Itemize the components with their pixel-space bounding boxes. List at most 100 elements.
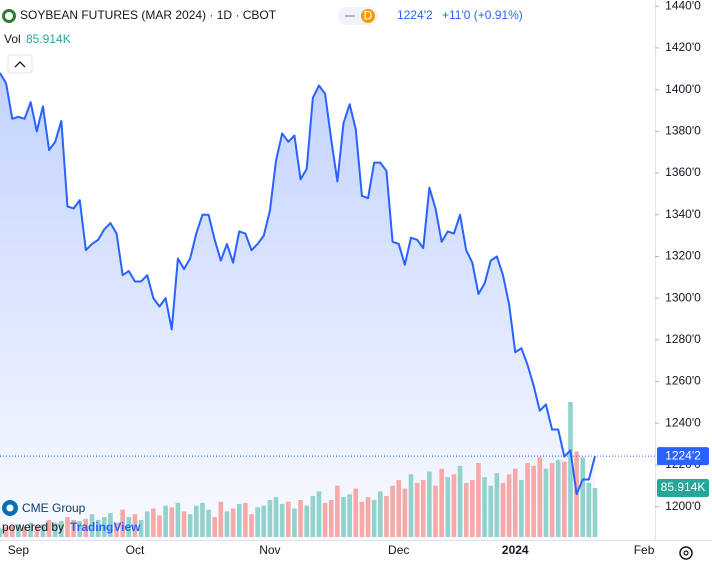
volume-bar	[144, 511, 150, 537]
volume-bar	[316, 491, 322, 537]
volume-bar	[187, 514, 193, 537]
symbol-icon-inner	[5, 12, 13, 20]
volume-bar	[543, 468, 549, 537]
volume-bar	[531, 465, 536, 537]
volume-tag	[657, 479, 709, 498]
price-area	[0, 72, 595, 540]
volume-bar	[9, 525, 15, 537]
volume-bar	[28, 522, 33, 537]
x-tick-label: Sep	[8, 543, 30, 557]
volume-bar	[470, 480, 475, 537]
y-tick-label: 1420'0	[665, 40, 701, 54]
volume-bar	[396, 480, 402, 537]
volume-bar	[304, 505, 310, 537]
volume-bar	[592, 488, 598, 537]
cme-brand: CME Group	[22, 501, 86, 515]
y-tick-label: 1340'0	[665, 207, 701, 221]
volume-bar	[384, 495, 389, 537]
volume-bar	[463, 482, 469, 537]
volume-bar	[445, 477, 451, 537]
y-tick-label: 1260'0	[665, 374, 701, 388]
volume-bar	[378, 491, 383, 537]
volume-bar	[163, 505, 168, 537]
tradingview-brand: TradingView	[70, 520, 141, 534]
volume-bar	[132, 514, 138, 537]
volume-bar	[285, 501, 291, 537]
volume-bar	[255, 507, 260, 537]
badge-letter: D	[364, 9, 373, 23]
volume-bar	[138, 519, 144, 537]
volume-bar	[200, 502, 205, 537]
y-tick-label: 1320'0	[665, 249, 701, 263]
volume-bar	[580, 457, 586, 537]
volume-bar	[22, 526, 27, 537]
volume-bar	[193, 505, 199, 537]
y-tick-label: 1300'0	[665, 290, 701, 304]
volume-bar	[359, 501, 365, 537]
volume-bar	[310, 495, 316, 537]
y-tick-label: 1240'0	[665, 415, 701, 429]
volume-bar	[261, 505, 267, 537]
volume-bar	[169, 507, 175, 537]
volume-bar	[65, 517, 70, 537]
badge-circle	[361, 9, 375, 23]
settings-button[interactable]	[679, 546, 693, 560]
volume-bar	[40, 524, 46, 537]
volume-bar	[476, 462, 481, 537]
last-price-tag-label: 1224'2	[665, 448, 701, 462]
collapse-button[interactable]	[7, 54, 33, 74]
volume-bar	[3, 526, 9, 537]
header-last-price: 1224'2	[397, 8, 433, 22]
volume-bar	[101, 517, 107, 537]
cme-logo-icon-inner	[6, 504, 14, 512]
x-tick-label: Oct	[126, 543, 145, 557]
volume-bar	[230, 508, 236, 537]
volume-bar	[181, 511, 187, 537]
volume-bar	[249, 514, 254, 537]
volume-bar	[568, 402, 573, 537]
settings-button-inner	[683, 550, 689, 556]
volume-bar	[439, 468, 444, 537]
volume-bar	[273, 497, 279, 537]
volume-bar	[353, 488, 359, 537]
volume-bar	[46, 519, 52, 537]
volume-bar	[114, 522, 119, 537]
last-price-tag	[657, 447, 709, 466]
volume-bar	[414, 482, 420, 537]
volume-bar	[218, 501, 224, 537]
volume-bar	[519, 480, 524, 537]
volume-bar	[279, 503, 285, 537]
y-tick-label: 1400'0	[665, 82, 701, 96]
volume-bar	[95, 519, 101, 537]
volume-tag-label: 85.914K	[661, 480, 706, 494]
volume-bar	[267, 499, 273, 537]
volume-bar	[335, 485, 340, 537]
x-tick-label: Nov	[259, 543, 280, 557]
header-change: +11'0 (+0.91%)	[442, 8, 523, 22]
collapse-chevron	[14, 61, 26, 68]
volume-bar	[420, 480, 426, 537]
volume-bar	[433, 485, 438, 537]
volume-bar	[328, 499, 334, 537]
volume-bar	[488, 485, 494, 537]
volume-bar	[126, 517, 132, 537]
volume-bar	[408, 474, 414, 537]
volume-bar	[89, 514, 95, 537]
volume-bar	[212, 517, 217, 537]
x-tick-label: Feb	[634, 543, 655, 557]
x-tick-label: 2024	[502, 543, 529, 557]
volume-bar	[402, 488, 408, 537]
y-tick-label: 1360'0	[665, 165, 701, 179]
volume-bar	[224, 511, 230, 537]
volume-bar	[347, 494, 352, 537]
volume-value: 85.914K	[26, 32, 71, 46]
y-tick-label: 1280'0	[665, 332, 701, 346]
volume-bar	[52, 522, 58, 537]
volume-bar	[525, 462, 530, 537]
x-tick-label: Dec	[388, 543, 409, 557]
volume-bar	[494, 473, 500, 537]
volume-bar	[549, 462, 555, 537]
y-tick-label: 1380'0	[665, 124, 701, 138]
volume-bar	[512, 468, 518, 537]
